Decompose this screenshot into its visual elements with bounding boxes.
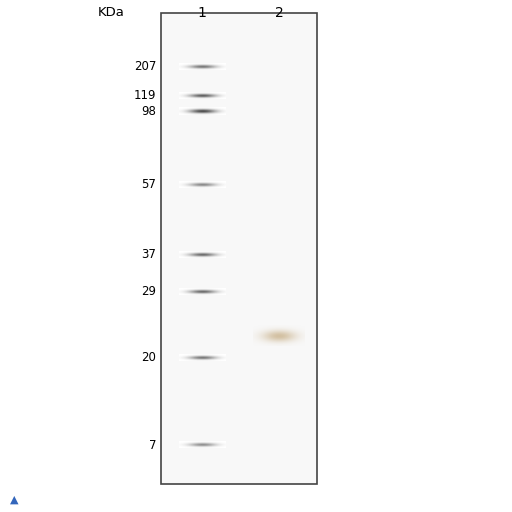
Text: 2: 2	[274, 6, 284, 20]
Text: KDa: KDa	[97, 6, 124, 19]
Text: 7: 7	[148, 439, 156, 452]
Text: 20: 20	[141, 351, 156, 364]
Bar	[161, 13, 317, 484]
Text: 98: 98	[141, 105, 156, 118]
Text: 1: 1	[198, 6, 207, 20]
Text: 29: 29	[141, 285, 156, 298]
Text: 37: 37	[141, 248, 156, 261]
Text: 57: 57	[141, 178, 156, 191]
Text: ▲: ▲	[10, 494, 19, 504]
Text: 207: 207	[134, 60, 156, 73]
Text: 119: 119	[134, 89, 156, 102]
